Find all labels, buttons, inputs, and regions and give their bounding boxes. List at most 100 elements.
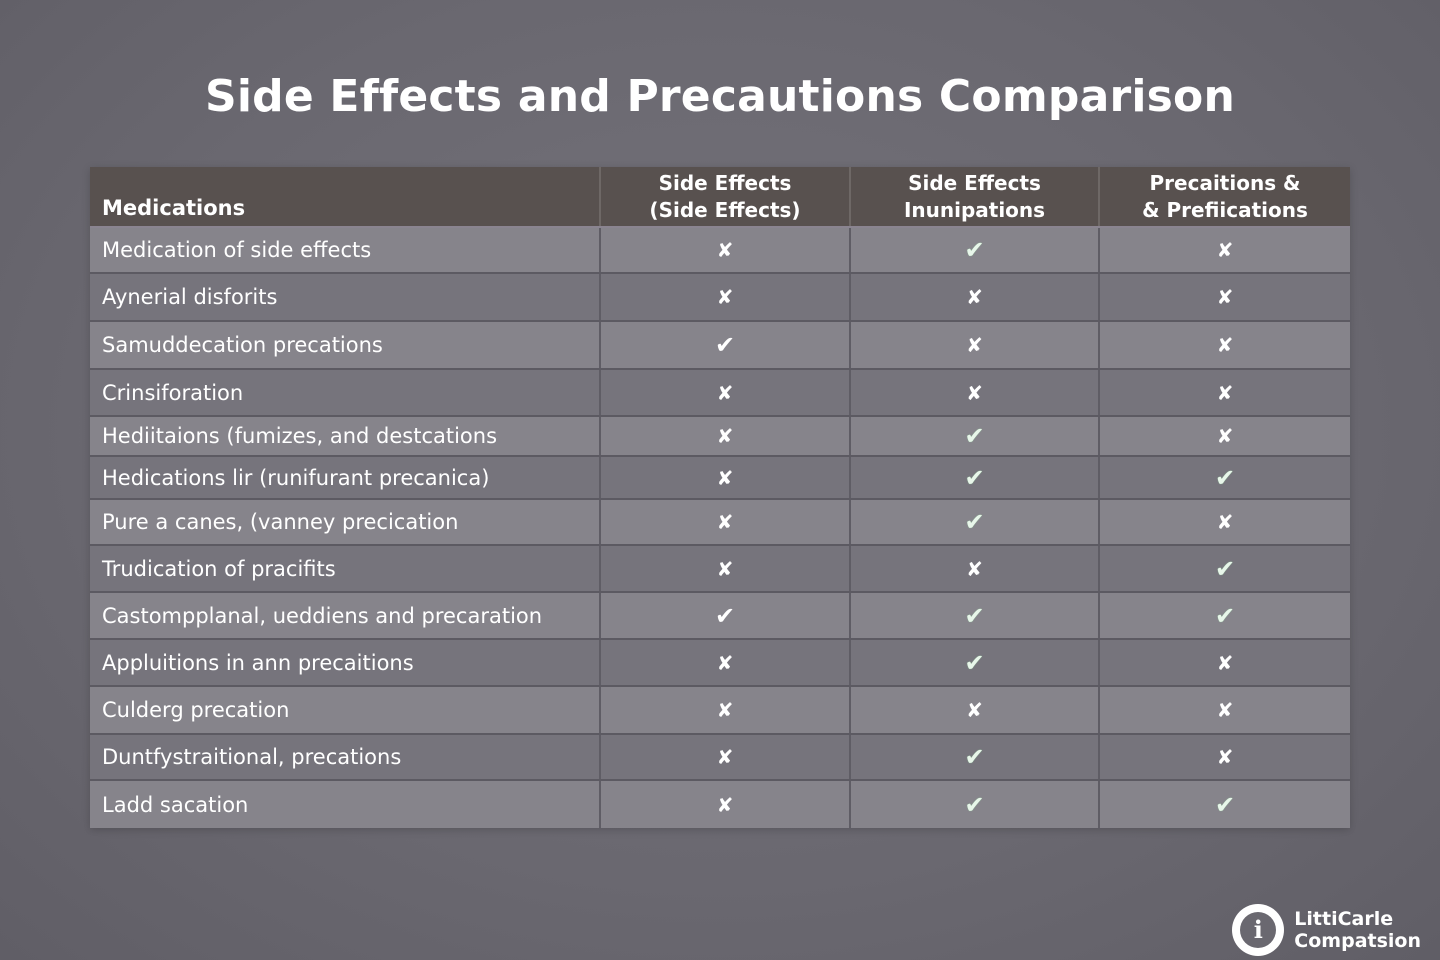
medication-name: Duntfystraitional, precations [102, 745, 402, 769]
cross-icon: ✘ [1216, 745, 1234, 769]
page-title: Side Effects and Precautions Comparison [204, 71, 1235, 122]
mark-cell: ✔ [851, 781, 1100, 828]
medication-name: Aynerial disforits [102, 285, 278, 309]
header-precautions: Precaitions & & Prefiications [1142, 170, 1308, 222]
mark-cell: ✘ [1100, 500, 1350, 544]
mark-cell: ✘ [601, 687, 851, 733]
medication-name-cell: Aynerial disforits [90, 274, 601, 320]
mark-cell: ✘ [1100, 417, 1350, 455]
logo-line-1: LittiCarle [1294, 908, 1394, 930]
brand-logo: i LittiCarle Compatsion [1232, 904, 1421, 956]
cross-icon: ✘ [716, 745, 734, 769]
mark-cell: ✔ [1100, 593, 1350, 638]
table-row: Hediitaions (fumizes, and destcations ✘ ✔ ✘ [90, 417, 1350, 457]
medication-name: Castompplanal, ueddiens and precaration [102, 603, 543, 628]
check-icon: ✔ [714, 601, 736, 630]
mark-cell: ✘ [601, 735, 851, 779]
check-icon: ✔ [1214, 554, 1236, 583]
mark-cell: ✔ [1100, 457, 1350, 498]
cross-icon: ✘ [966, 285, 983, 309]
mark-cell: ✘ [601, 546, 851, 591]
check-icon: ✔ [964, 236, 985, 264]
mark-cell: ✘ [1100, 228, 1350, 272]
medication-name-cell: Duntfystraitional, precations [90, 735, 601, 779]
mark-cell: ✘ [851, 322, 1100, 368]
mark-cell: ✘ [1100, 274, 1350, 320]
check-icon: ✔ [964, 508, 985, 536]
medication-name: Ladd sacation [102, 792, 249, 817]
medication-name: Hediitaions (fumizes, and destcations [102, 424, 498, 448]
medication-name-cell: Appluitions in ann precaitions [90, 640, 601, 685]
medication-name: Crinsiforation [102, 380, 244, 405]
cross-icon: ✘ [716, 556, 734, 581]
mark-cell: ✔ [851, 228, 1100, 272]
medication-name: Medication of side effects [102, 238, 372, 262]
mark-cell: ✘ [601, 370, 851, 415]
cross-icon: ✘ [1216, 510, 1234, 534]
table-row: Duntfystraitional, precations ✘ ✔ ✘ [90, 735, 1350, 781]
mark-cell: ✘ [601, 457, 851, 498]
mark-cell: ✘ [601, 274, 851, 320]
table-row: Trudication of pracifits ✘ ✘ ✔ [90, 546, 1350, 593]
logo-line-2: Compatsion [1294, 930, 1421, 952]
medication-name-cell: Culderg precation [90, 687, 601, 733]
mark-cell: ✘ [601, 781, 851, 828]
mark-cell: ✔ [1100, 546, 1350, 591]
table-row: Pure a canes, (vanney precication ✘ ✔ ✘ [90, 500, 1350, 546]
table-row: Ladd sacation ✘ ✔ ✔ [90, 781, 1350, 828]
cross-icon: ✘ [1216, 698, 1234, 722]
table-row: Appluitions in ann precaitions ✘ ✔ ✘ [90, 640, 1350, 687]
cross-icon: ✘ [716, 380, 734, 405]
header-medications: Medications [90, 167, 601, 226]
medication-name-cell: Samuddecation precations [90, 322, 601, 368]
cross-icon: ✘ [966, 556, 983, 581]
mark-cell: ✘ [851, 370, 1100, 415]
cross-icon: ✘ [716, 465, 734, 490]
mark-cell: ✔ [851, 593, 1100, 638]
cross-icon: ✘ [716, 510, 734, 534]
comparison-table: Medications Side Effects (Side Effects) … [90, 167, 1350, 828]
medication-name-cell: Ladd sacation [90, 781, 601, 828]
mark-cell: ✔ [1100, 781, 1350, 828]
mark-cell: ✘ [851, 546, 1100, 591]
mark-cell: ✔ [851, 735, 1100, 779]
table-row: Hedications lir (runifurant precanica) ✘ ✔… [90, 457, 1350, 500]
cross-icon: ✘ [716, 238, 734, 262]
cross-icon: ✘ [1216, 238, 1234, 262]
cross-icon: ✘ [716, 424, 734, 448]
medication-name: Hedications lir (runifurant precanica) [102, 465, 490, 490]
cross-icon: ✘ [716, 285, 734, 309]
check-icon: ✔ [1214, 790, 1236, 819]
cross-icon: ✘ [966, 380, 983, 405]
check-icon: ✔ [1214, 601, 1236, 630]
mark-cell: ✔ [601, 593, 851, 638]
mark-cell: ✘ [601, 640, 851, 685]
mark-cell: ✔ [851, 417, 1100, 455]
info-magnifier-icon: i [1232, 904, 1285, 956]
cross-icon: ✘ [716, 698, 734, 722]
medication-name-cell: Pure a canes, (vanney precication [90, 500, 601, 544]
mark-cell: ✘ [1100, 640, 1350, 685]
mark-cell: ✘ [601, 228, 851, 272]
medication-name: Culderg precation [102, 698, 290, 722]
medication-name: Trudication of pracifits [102, 556, 336, 581]
medication-name: Samuddecation precations [102, 333, 383, 357]
check-icon: ✔ [714, 331, 736, 359]
medication-name-cell: Castompplanal, ueddiens and precaration [90, 593, 601, 638]
mark-cell: ✘ [601, 500, 851, 544]
mark-cell: ✔ [851, 457, 1100, 498]
check-icon: ✔ [964, 601, 985, 630]
medication-name-cell: Trudication of pracifits [90, 546, 601, 591]
table-header-row: Medications Side Effects (Side Effects) … [90, 167, 1350, 228]
cross-icon: ✘ [1216, 650, 1234, 675]
medication-name-cell: Hedications lir (runifurant precanica) [90, 457, 601, 498]
cross-icon: ✘ [716, 792, 734, 817]
medication-name-cell: Medication of side effects [90, 228, 601, 272]
mark-cell: ✘ [601, 417, 851, 455]
cross-icon: ✘ [1216, 424, 1234, 448]
cross-icon: ✘ [966, 333, 983, 357]
table-body: Medication of side effects ✘ ✔ ✘ Aynerial di… [90, 228, 1350, 828]
check-icon: ✔ [964, 790, 985, 819]
cross-icon: ✘ [716, 650, 734, 675]
logo-text: LittiCarle Compatsion [1294, 908, 1421, 952]
